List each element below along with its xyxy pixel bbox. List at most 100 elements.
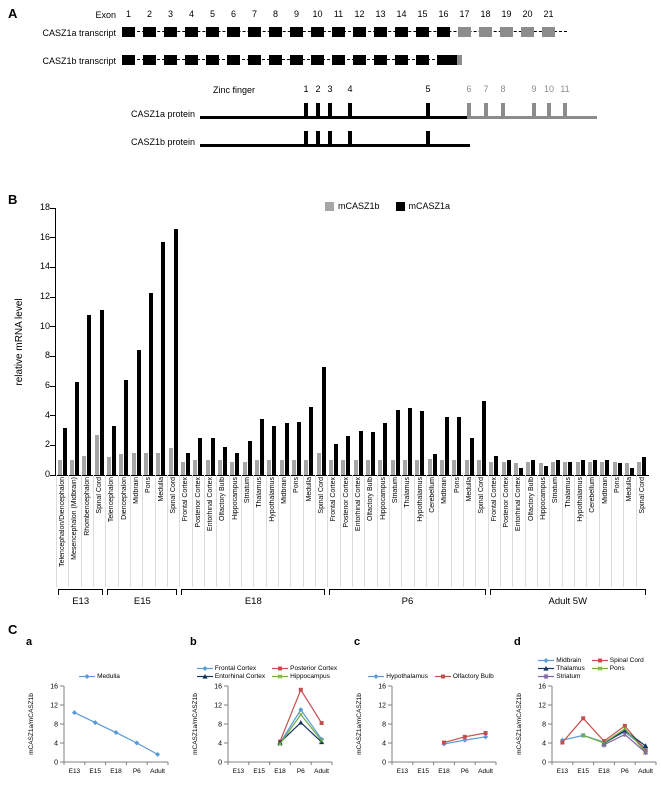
line-chart-b: mCASZ1a/mCASZ1b 0 4 8 12 16 E13 E15 E18 P6 Adult [192,684,333,775]
legend-label: Olfactory Bulb [452,673,494,680]
y-tick-label: 8 [382,722,386,729]
exon-number: 17 [459,9,470,19]
category-label-cell: Thalamus [253,475,265,587]
legend-label: Posterior Cortex [290,665,338,672]
exon-box [416,55,429,65]
exon-box [437,55,457,65]
panel-b-bar-groups: Telencephalon/Diencephalon Mesencephalon … [56,208,648,607]
bar-mcasz1a [506,460,511,475]
y-tick-label: 0 [218,760,222,767]
category-label: Telencephalon [108,477,116,523]
bar-mcasz1a [173,228,178,475]
marker-square [298,687,303,692]
bar-mcasz1a [111,426,116,475]
exon-box [458,27,471,37]
legend-glyph [196,673,213,679]
bar-pair [611,461,623,475]
y-tick-label: 0 [382,760,386,767]
category-label: Thalamus [564,477,572,508]
x-tick-label: Adult [150,768,165,775]
bar-pair [488,455,500,475]
bar-mcasz1a [272,426,277,475]
category-label: Olfactory Bulb [367,477,375,521]
zinc-finger-tick [328,131,332,144]
bar-pair [475,400,487,475]
zinc-finger-label: Zinc finger [213,85,256,95]
bar-pair [167,228,179,475]
chart-c-letter: c [354,636,361,648]
stage-label: E18 [244,596,262,607]
marker-square [483,731,488,736]
bar-mcasz1b [624,463,629,475]
bar-pair [340,436,352,475]
legend-label: Hippocampus [290,673,330,680]
category-label-cell: Hippocampus [228,475,241,587]
stage-label: E13 [72,596,90,607]
bar-mcasz1b [365,460,370,475]
marker-asterisk [543,673,549,680]
bar-pair [216,446,228,475]
category-label: Striatum [244,477,252,504]
stage-label: Adult 5W [548,596,588,607]
y-axis-title: mCASZ1a/mCASZ1b [356,693,363,755]
marker-asterisk [643,749,648,756]
legend-label: Pons [609,665,625,672]
exon-box [395,27,408,37]
bar-pair [549,460,561,475]
chart-a-plot: mCASZ1a/mCASZ1b 0 4 8 12 16 E13 E15 E18 P6 Adult [24,682,172,794]
bar-mcasz1a [210,437,215,475]
category-label-cell: Spinal Cord [314,475,327,587]
bar-mcasz1a [148,292,153,475]
category-label: Entorhinal Cortex [207,477,215,532]
legend-item: Spinal Cord [591,657,644,664]
y-tick-label: 4 [542,741,546,748]
bar-mcasz1b [427,458,432,475]
exon-box [227,27,240,37]
x-tick-label: P6 [297,768,305,775]
legend-glyph [538,673,555,680]
bar-mcasz1b [328,460,333,475]
legend-label: Medulla [97,673,120,680]
bar-mcasz1a [198,437,203,475]
category-label-cell: Pons [610,475,623,587]
legend-glyph [434,674,451,679]
exon-box [395,55,408,65]
x-tick-label: Adult [314,768,329,775]
legend-glyph [538,665,555,671]
exon-number: 12 [354,9,365,19]
exon-number: 3 [167,9,174,19]
exon-box [164,27,177,37]
exon-box [311,27,324,37]
category-label-cell: Rhombencephalon [80,475,93,587]
category-label-cell: Thalamus [401,475,413,587]
bar-pair [241,440,253,475]
marker-triangle [543,665,549,671]
zinc-finger-number: 2 [315,84,321,94]
y-tick-label: 18 [39,202,50,212]
bar-mcasz1b [131,452,136,475]
legend-item: Medulla [79,673,120,680]
legend-label: Striatum [556,673,581,680]
zinc-finger-tick [563,103,567,116]
exon-number: 16 [438,9,449,19]
category-label: Striatum [392,477,400,504]
stage-group: Frontal Cortex Posterior Cortex Entorhinal… [327,208,487,607]
y-tick-label: 8 [218,722,222,729]
bar-mcasz1b [69,460,74,475]
x-tick-label: E18 [110,768,122,775]
y-tick-label: 6 [44,380,50,390]
category-label-cell: Frontal Cortex [179,475,191,587]
bar-pair [364,431,376,475]
bar-mcasz1a [222,446,227,475]
bar-mcasz1b [180,461,185,475]
axis [63,686,168,763]
y-axis-title: mCASZ1a/mCASZ1b [192,693,199,755]
x-tick-label: E15 [577,768,589,775]
y-tick-label: 4 [44,409,50,420]
y-axis-title: mCASZ1a/mCASZ1b [28,693,35,755]
exon-box [143,55,156,65]
x-tick-label: E15 [89,768,101,775]
x-tick-label: E18 [598,768,610,775]
chart-d-plot: mCASZ1a/mCASZ1b 0 4 8 12 16 E13 E15 E18 P6 Adult [512,682,660,794]
